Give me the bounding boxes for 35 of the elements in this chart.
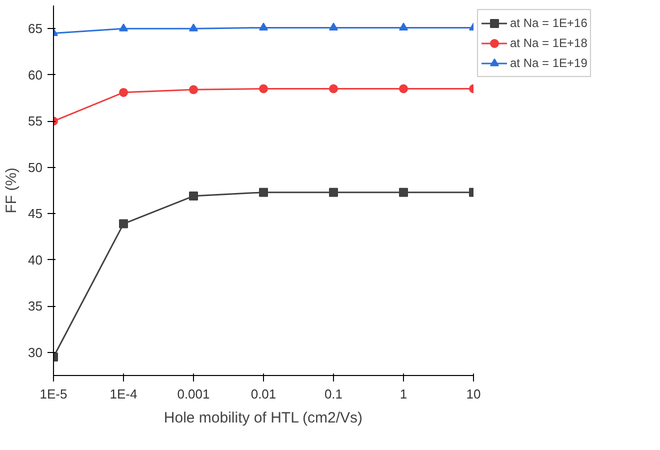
x-axis-title: Hole mobility of HTL (cm2/Vs) xyxy=(164,410,363,426)
point xyxy=(399,84,408,94)
point xyxy=(259,84,268,94)
point xyxy=(329,22,338,31)
x-tick-label: 0.001 xyxy=(177,386,210,402)
y-tick-label: 30 xyxy=(28,344,43,360)
x-tick-label: 1E-5 xyxy=(40,386,68,402)
x-tick-label: 10 xyxy=(466,386,481,402)
point xyxy=(399,188,408,197)
point xyxy=(119,88,128,97)
y-tick-label: 65 xyxy=(28,21,43,36)
y-tick-label: 45 xyxy=(28,206,43,222)
y-tick-label: 50 xyxy=(28,160,43,175)
legend-label: at Na = 1E+16 xyxy=(510,16,588,30)
point xyxy=(119,24,128,32)
x-tick-label: 1 xyxy=(400,386,408,402)
point xyxy=(259,22,268,31)
y-tick-label: 35 xyxy=(28,298,43,314)
point xyxy=(399,22,408,31)
point xyxy=(119,219,128,228)
y-tick-label: 60 xyxy=(28,67,43,82)
x-tick-label: 0.01 xyxy=(250,386,276,402)
y-tick-label: 40 xyxy=(28,252,43,268)
legend-label: at Na = 1E+18 xyxy=(510,36,588,50)
point xyxy=(329,188,338,197)
point xyxy=(189,192,198,201)
point xyxy=(189,85,198,94)
y-axis-title: FF (%) xyxy=(3,168,20,214)
point xyxy=(329,84,338,94)
point xyxy=(189,24,198,32)
x-tick-label: 1E-4 xyxy=(110,386,138,402)
y-tick-label: 55 xyxy=(28,114,43,129)
x-tick-label: 0.1 xyxy=(324,386,343,402)
point xyxy=(259,188,268,197)
legend-label: at Na = 1E+19 xyxy=(510,56,588,70)
